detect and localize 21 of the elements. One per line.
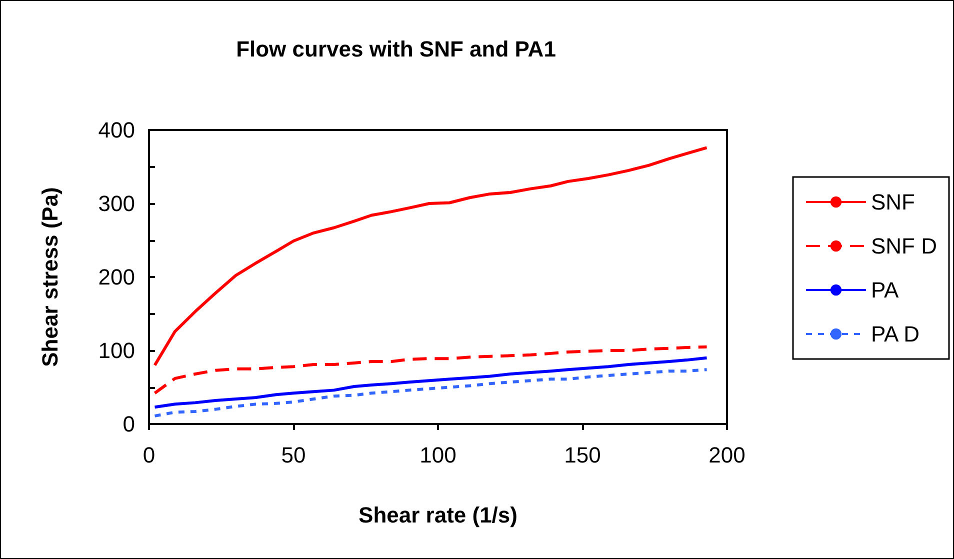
line-series [153,356,708,409]
y-tick-label: 300 [98,191,135,216]
legend-label: SNF [871,190,915,214]
x-axis-title: Shear rate (1/s) [358,502,518,528]
x-tick-label: 50 [281,442,306,468]
legend-label: PA D [871,322,920,346]
x-tick-label: 200 [708,442,746,468]
y-tick-label: 200 [98,264,135,290]
y-tick-label: 0 [122,412,135,436]
line-series [153,146,708,367]
x-tick-label: 0 [142,442,156,468]
line-series [153,345,708,395]
legend-label: SNF D [871,234,937,258]
legend-label: PA [871,278,900,302]
chart-title: Flow curves with SNF and PA1 [236,36,556,62]
x-tick-label: 150 [564,442,601,468]
y-tick-label: 400 [98,118,135,142]
line-series [153,368,708,418]
y-axis-title: Shear stress (Pa) [38,187,62,367]
x-tick-label: 100 [420,442,456,468]
y-tick-label: 100 [98,338,135,363]
